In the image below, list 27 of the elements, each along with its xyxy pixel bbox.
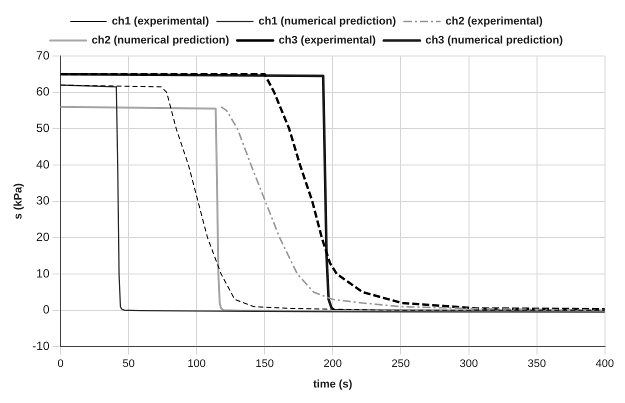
line-series [220, 106, 605, 312]
y-tick-label: 50 [36, 120, 50, 135]
y-tick-label: -10 [32, 338, 50, 353]
legend-label: ch2 (numerical prediction) [92, 34, 230, 47]
y-tick-label: 0 [42, 302, 50, 317]
legend-label: ch1 (numerical prediction) [258, 16, 396, 28]
x-tick-label: 250 [392, 358, 410, 370]
legend-label: ch3 (numerical prediction) [425, 34, 564, 47]
y-tick-label: 60 [36, 84, 50, 99]
legend-label: ch2 (experimental) [446, 16, 544, 28]
x-tick-label: 0 [57, 358, 64, 370]
x-tick-label: 150 [255, 358, 274, 370]
x-tick-label: 400 [596, 358, 614, 370]
legend-label: ch3 (experimental) [278, 34, 376, 47]
y-tick-label: 20 [36, 230, 50, 244]
y-tick-label: 10 [36, 266, 50, 280]
x-tick-label: 300 [460, 358, 478, 370]
x-tick-label: 350 [528, 358, 546, 370]
legend-label: ch1 (experimental) [112, 16, 210, 28]
y-axis-title: s (kPa) [12, 182, 25, 220]
x-tick-label: 200 [324, 358, 342, 370]
y-tick-label: 40 [36, 157, 50, 172]
x-axis-title: time (s) [313, 378, 353, 390]
y-tick-label: 30 [36, 194, 50, 208]
x-tick-label: 50 [122, 358, 135, 370]
y-tick-label: 70 [36, 48, 50, 62]
x-tick-label: 100 [187, 358, 206, 370]
